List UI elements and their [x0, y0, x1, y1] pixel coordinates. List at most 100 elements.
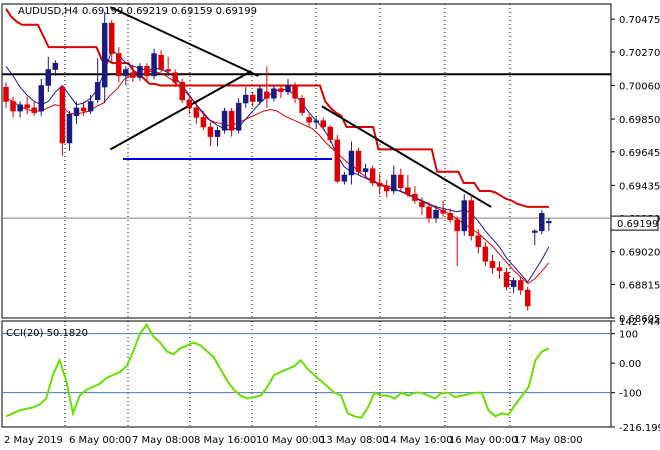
current-price-box: [610, 215, 659, 231]
candle-body: [278, 88, 284, 93]
cci-panel: 142.7448 100 0.00 -100 -216.1999: [1, 317, 660, 434]
cci-frame: [1, 320, 612, 428]
candle-body: [31, 107, 37, 113]
candle-body: [179, 82, 185, 101]
cci-tick-label: 0.00: [619, 359, 641, 370]
candle-body: [87, 101, 94, 112]
candle-body: [334, 139, 341, 182]
candle-body: [503, 272, 510, 288]
candle-body: [327, 126, 334, 141]
ohlc-readout: 0.69199 0.69219 0.69159 0.69199: [82, 6, 257, 17]
candle-body: [405, 187, 411, 195]
candle-body: [3, 86, 9, 102]
candle-body: [271, 88, 277, 99]
candle-body: [412, 193, 418, 201]
candle-body: [369, 168, 376, 184]
candle-body: [94, 82, 101, 101]
candle-body: [355, 150, 362, 173]
cci-tick-label: -100: [619, 389, 642, 400]
candle-body: [348, 150, 355, 176]
candle-body: [66, 114, 73, 144]
candle-body: [524, 289, 531, 307]
candle-body: [517, 280, 524, 291]
candle-body: [165, 69, 171, 72]
cci-tick-label: 100: [619, 330, 638, 341]
overlay-line-0: [5, 8, 549, 208]
candle-body: [186, 99, 193, 109]
candle-body: [130, 72, 136, 78]
candle-body: [440, 209, 446, 214]
candle-body: [80, 107, 87, 112]
trendline-2: [321, 105, 492, 208]
candle-body: [101, 22, 108, 88]
y-tick-label: 0.69850: [619, 115, 660, 126]
candle-body: [137, 66, 143, 78]
x-tick-label: 16 May 00:00: [449, 435, 518, 446]
candle-body: [299, 98, 305, 113]
candle-body: [546, 221, 552, 224]
candle-body: [228, 110, 235, 131]
candle-body: [242, 94, 249, 104]
candle-body: [496, 267, 503, 272]
candle-body: [447, 213, 453, 220]
candle-body: [510, 280, 517, 288]
candle-body: [158, 54, 164, 70]
candle-body: [123, 69, 129, 77]
candle-body: [468, 200, 475, 236]
candle-body: [292, 85, 298, 99]
cci-tick-label: -216.1999: [619, 423, 660, 434]
y-tick-label: 0.68815: [619, 280, 660, 291]
candle-body: [257, 88, 263, 102]
candle-body: [109, 22, 115, 54]
candle-body: [433, 209, 439, 219]
candle-body: [207, 126, 214, 137]
cci-label: CCI(20) 50.1820: [6, 328, 88, 339]
candle-body: [10, 101, 16, 112]
candle-body: [264, 91, 270, 99]
candle-body: [38, 85, 44, 112]
x-tick-label: 14 May 16:00: [384, 435, 453, 446]
candle-body: [532, 230, 538, 233]
candle-body: [461, 200, 467, 232]
candle-body: [17, 104, 23, 112]
candle-body: [398, 174, 404, 189]
candle-body: [306, 117, 312, 123]
candle-body: [419, 201, 425, 208]
candle-body: [482, 246, 489, 262]
candle-body: [285, 85, 291, 93]
y-tick-label: 0.69435: [619, 181, 660, 192]
cci-tick-label: 142.7448: [619, 317, 660, 328]
candle-body: [391, 174, 397, 192]
candle-body: [193, 107, 200, 118]
candle-body: [221, 110, 228, 131]
x-tick-label: 6 May 00:00: [69, 435, 131, 446]
candle-body: [341, 174, 348, 182]
candle-body: [426, 206, 432, 219]
candle-body: [200, 117, 207, 128]
x-tick-label: 10 May 00:00: [256, 435, 325, 446]
candle-body: [362, 168, 369, 173]
candle-body: [454, 219, 460, 232]
y-tick-label: 0.69020: [619, 248, 660, 259]
x-tick-label: 8 May 16:00: [194, 435, 256, 446]
price-frame: [1, 3, 612, 319]
candle-body: [475, 235, 482, 248]
candle-body: [383, 185, 390, 192]
candle-body: [144, 66, 150, 77]
x-tick-label: 7 May 08:00: [132, 435, 194, 446]
trendline-0: [109, 6, 259, 77]
candle-body: [539, 213, 545, 232]
candle-body: [172, 72, 178, 83]
y-tick-label: 0.69645: [619, 148, 660, 159]
candle-body: [320, 120, 326, 128]
candle-body: [250, 94, 256, 102]
x-tick-label: 17 May 08:00: [514, 435, 583, 446]
y-tick-label: 0.68605: [619, 314, 660, 325]
price-panel: 0.70475 0.70270 0.70060 0.69850 0.69645 0.694…: [1, 3, 660, 325]
x-tick-label: 2 May 2019: [4, 435, 63, 446]
cci-line: [5, 322, 550, 419]
current-price-label: 0.69199: [617, 219, 658, 230]
candle-body: [489, 261, 496, 268]
candle-body: [214, 129, 221, 137]
